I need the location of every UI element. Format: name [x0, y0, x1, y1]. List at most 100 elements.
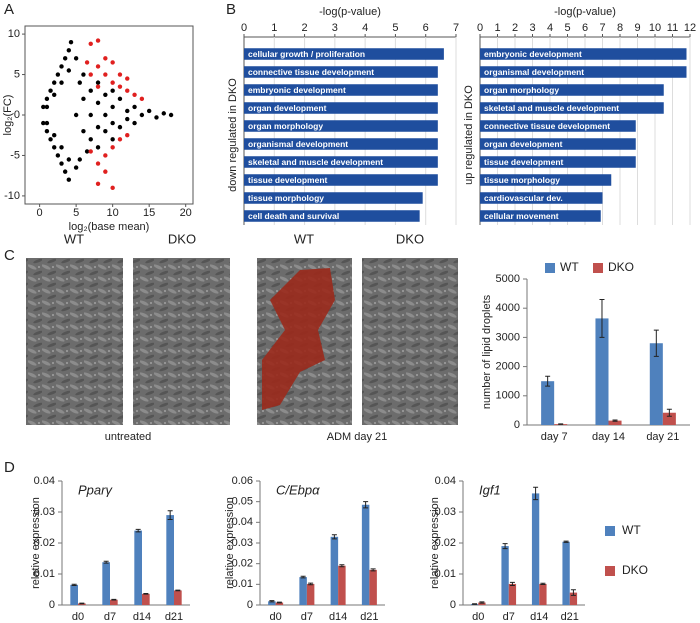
- bar-label: organ development: [248, 103, 327, 113]
- y-tick-label: 0.03: [34, 506, 55, 518]
- x-axis-label: -log(p-value): [554, 6, 616, 18]
- point: [117, 84, 123, 89]
- point: [161, 111, 166, 116]
- point: [125, 76, 130, 81]
- x-tick-label: d7: [104, 611, 116, 623]
- bar: [480, 84, 664, 96]
- point: [62, 56, 68, 61]
- point: [59, 145, 64, 150]
- y-tick-label: 0.04: [435, 475, 456, 487]
- error-bar: [269, 600, 275, 603]
- y-tick-label: 0.04: [34, 475, 55, 487]
- point: [84, 149, 90, 154]
- y-tick-label: 0.02: [232, 558, 253, 570]
- point: [95, 38, 101, 43]
- point: [103, 153, 108, 158]
- point: [59, 80, 64, 85]
- bar: [244, 156, 438, 168]
- x-tick-label: 15: [143, 207, 155, 219]
- bar: [480, 66, 687, 78]
- bar-label: embryonic development: [484, 49, 582, 59]
- x-tick-label: 6: [582, 22, 588, 34]
- legend-label: DKO: [608, 260, 634, 274]
- point: [41, 104, 46, 110]
- image-label: DKO: [396, 231, 424, 246]
- bar: [480, 174, 612, 186]
- y-tick-label: 0.02: [34, 537, 55, 549]
- plot-frame: [24, 25, 194, 205]
- error-bar: [300, 575, 306, 579]
- point: [52, 80, 57, 85]
- x-tick-label: 4: [547, 22, 553, 34]
- point: [73, 112, 79, 118]
- y-axis-label: relative expression: [429, 497, 441, 589]
- bar: [480, 120, 636, 132]
- bar-label: tissue development: [248, 175, 328, 185]
- bar: [501, 546, 509, 605]
- x-axis-label: log₂(base mean): [69, 221, 150, 233]
- point: [139, 112, 145, 118]
- point: [132, 120, 137, 126]
- error-bar: [540, 582, 546, 586]
- point: [95, 145, 101, 150]
- bar: [166, 515, 174, 605]
- x-tick-label: 1: [494, 22, 500, 34]
- x-tick-label: d0: [72, 611, 84, 623]
- point: [132, 104, 137, 110]
- x-tick-label: 7: [453, 22, 459, 34]
- bar-label: connective tissue development: [248, 67, 374, 77]
- point: [110, 104, 115, 110]
- image-caption: ADM day 21: [327, 431, 388, 443]
- x-tick-label: 5: [392, 22, 398, 34]
- bar-label: connective tissue development: [484, 121, 610, 131]
- bar-label: skeletal and muscle development: [248, 157, 383, 167]
- legend-swatch: [545, 263, 555, 273]
- y-axis-label: relative expression: [30, 497, 42, 589]
- point: [88, 149, 93, 154]
- y-axis-label: relative expression: [224, 497, 236, 589]
- x-tick-label: 3: [529, 22, 535, 34]
- bar: [595, 318, 609, 425]
- x-tick-label: d21: [360, 611, 378, 623]
- error-bar: [71, 583, 77, 586]
- x-tick-label: day 14: [592, 431, 625, 443]
- y-tick-label: 0: [247, 599, 253, 611]
- error-bar: [111, 598, 117, 601]
- y-tick-label: 0.06: [232, 475, 253, 487]
- bar-label: skeletal and muscle development: [484, 103, 619, 113]
- bar: [142, 593, 150, 605]
- bar: [110, 599, 118, 605]
- y-tick-label: 10: [8, 28, 20, 40]
- x-tick-label: d21: [165, 611, 183, 623]
- point: [95, 100, 101, 106]
- chart-title: Pparγ: [78, 482, 113, 497]
- x-tick-label: 8: [617, 22, 623, 34]
- bar: [244, 210, 420, 222]
- point: [73, 56, 79, 61]
- y-tick-label: 0.01: [232, 578, 253, 590]
- bar: [244, 174, 438, 186]
- bar: [562, 541, 570, 605]
- x-tick-label: day 7: [541, 431, 568, 443]
- error-bar: [339, 564, 345, 568]
- x-tick-label: d14: [530, 611, 548, 623]
- point: [110, 60, 115, 65]
- bar: [369, 569, 377, 605]
- image-label: DKO: [168, 231, 196, 246]
- bar: [649, 343, 663, 425]
- error-bar: [370, 568, 376, 572]
- point: [81, 128, 86, 134]
- error-bar: [509, 581, 515, 586]
- error-bar: [79, 602, 85, 605]
- point: [95, 64, 101, 69]
- bar: [480, 48, 687, 60]
- point: [48, 137, 53, 142]
- bar: [361, 504, 370, 605]
- point: [55, 153, 61, 158]
- x-tick-label: 2: [302, 22, 308, 34]
- x-tick-label: 9: [634, 22, 640, 34]
- bar: [244, 66, 438, 78]
- point: [117, 124, 123, 130]
- bar: [244, 138, 438, 150]
- y-tick-label: 0.04: [232, 516, 253, 528]
